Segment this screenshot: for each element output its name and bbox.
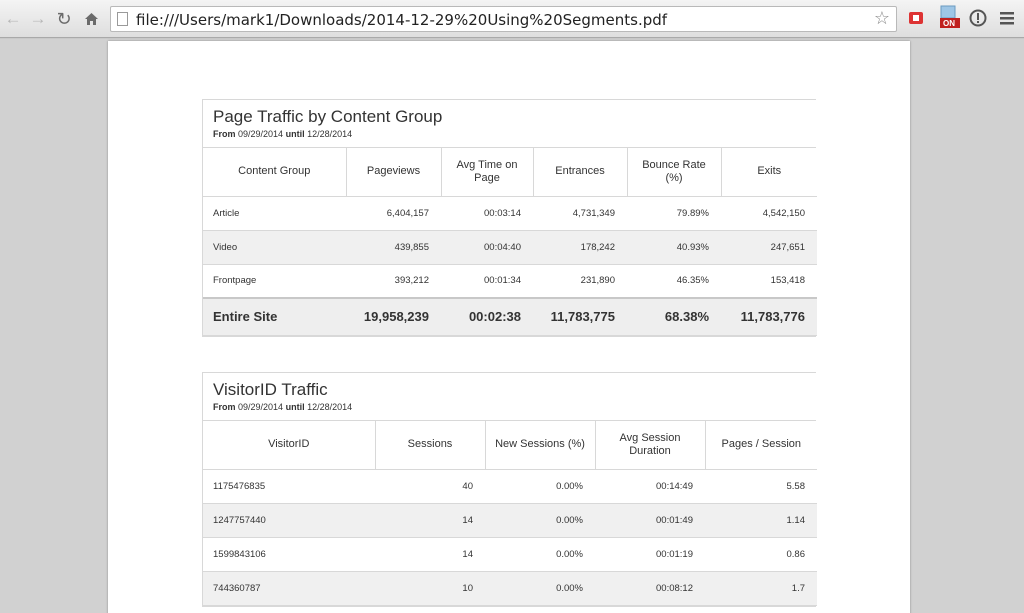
table-cell: 153,418	[721, 264, 817, 299]
total-cell: 11,783,776	[721, 297, 817, 336]
table-cell: 10	[375, 571, 485, 606]
table-cell: 00:14:49	[595, 469, 705, 504]
pdf-extension-icon[interactable]	[906, 8, 926, 28]
table-cell: 6,404,157	[346, 196, 441, 231]
table-cell: 1.7	[705, 571, 817, 606]
report-title: Page Traffic by Content Group	[213, 107, 443, 126]
column-header[interactable]: New Sessions (%)	[485, 421, 596, 470]
info-circle-icon[interactable]	[968, 8, 988, 28]
content-group-table: Content Group Pageviews Avg Time on Page…	[203, 148, 817, 336]
table-row: 744360787 10 0.00% 00:08:12 1.7	[203, 571, 817, 606]
table-cell: 46.35%	[627, 264, 721, 299]
column-header[interactable]: VisitorID	[203, 421, 376, 470]
table-cell: 79.89%	[627, 196, 721, 231]
table-cell: 247,651	[721, 230, 817, 265]
menu-icon[interactable]	[997, 8, 1017, 28]
table-cell: 0.00%	[485, 503, 595, 538]
table-cell: 00:01:34	[441, 264, 533, 299]
reload-icon[interactable]: ↻	[56, 8, 72, 29]
total-cell: 00:02:38	[441, 297, 533, 336]
forward-arrow-icon[interactable]: →	[29, 9, 47, 28]
column-header[interactable]: Exits	[721, 148, 817, 197]
table-cell: 4,731,349	[533, 196, 627, 231]
row-label: 1175476835	[203, 469, 375, 504]
table-row: Frontpage 393,212 00:01:34 231,890 46.35…	[203, 264, 817, 299]
report-date-range: From 09/29/2014 until 12/28/2014	[213, 402, 353, 412]
page-icon	[117, 12, 128, 26]
table-cell: 4,542,150	[721, 196, 817, 231]
url-text: file:///Users/mark1/Downloads/2014-12-29…	[136, 11, 668, 29]
table-cell: 40.93%	[627, 230, 721, 265]
column-header[interactable]: Avg Session Duration	[595, 421, 706, 470]
browser-toolbar: ← → ↻ file:///Users/mark1/Downloads/2014…	[0, 0, 1024, 38]
table-cell: 00:04:40	[441, 230, 533, 265]
home-icon[interactable]	[80, 8, 102, 30]
table-row: Video 439,855 00:04:40 178,242 40.93% 24…	[203, 230, 817, 265]
table-cell: 00:01:19	[595, 537, 705, 572]
report-header: VisitorID Traffic From 09/29/2014 until …	[203, 373, 816, 421]
total-cell: 11,783,775	[533, 297, 627, 336]
column-header[interactable]: Pageviews	[346, 148, 442, 197]
total-row: Entire Site 19,958,239 00:02:38 11,783,7…	[203, 297, 817, 336]
total-label: Entire Site	[203, 297, 346, 336]
column-header[interactable]: Pages / Session	[705, 421, 817, 470]
bookmark-star-icon[interactable]: ☆	[873, 8, 890, 28]
report-title: VisitorID Traffic	[213, 380, 328, 399]
table-header-row: Content Group Pageviews Avg Time on Page…	[203, 148, 817, 197]
table-cell: 231,890	[533, 264, 627, 299]
address-bar[interactable]: file:///Users/mark1/Downloads/2014-12-29…	[110, 6, 897, 32]
table-cell: 00:08:12	[595, 571, 705, 606]
column-header[interactable]: Avg Time on Page	[441, 148, 534, 197]
pdf-viewer[interactable]: Page Traffic by Content Group From 09/29…	[0, 39, 1024, 613]
table-cell: 1.14	[705, 503, 817, 538]
table-row: 1599843106 14 0.00% 00:01:19 0.86	[203, 537, 817, 572]
table-cell: 14	[375, 537, 485, 572]
extension-badge: ON	[943, 19, 955, 28]
table-header-row: VisitorID Sessions New Sessions (%) Avg …	[203, 421, 817, 470]
table-cell: 0.00%	[485, 537, 595, 572]
table-cell: 5.58	[705, 469, 817, 504]
table-cell: 14	[375, 503, 485, 538]
column-header[interactable]: Content Group	[203, 148, 347, 197]
report-header: Page Traffic by Content Group From 09/29…	[203, 100, 816, 148]
row-label: 1599843106	[203, 537, 375, 572]
row-label: Article	[203, 196, 346, 231]
table-cell: 0.00%	[485, 469, 595, 504]
visitor-id-table: VisitorID Sessions New Sessions (%) Avg …	[203, 421, 817, 606]
visitor-id-report: VisitorID Traffic From 09/29/2014 until …	[202, 372, 817, 607]
table-cell: 00:03:14	[441, 196, 533, 231]
column-header[interactable]: Entrances	[533, 148, 628, 197]
total-cell: 19,958,239	[346, 297, 441, 336]
row-label: 744360787	[203, 571, 375, 606]
content-group-report: Page Traffic by Content Group From 09/29…	[202, 99, 817, 337]
table-cell: 178,242	[533, 230, 627, 265]
back-arrow-icon[interactable]: ←	[4, 9, 22, 28]
table-cell: 40	[375, 469, 485, 504]
table-row: 1175476835 40 0.00% 00:14:49 5.58	[203, 469, 817, 504]
total-cell: 68.38%	[627, 297, 721, 336]
report-date-range: From 09/29/2014 until 12/28/2014	[213, 129, 353, 139]
column-header[interactable]: Sessions	[375, 421, 486, 470]
pdf-page: Page Traffic by Content Group From 09/29…	[108, 41, 910, 613]
row-label: Frontpage	[203, 264, 346, 299]
table-cell: 439,855	[346, 230, 441, 265]
row-label: Video	[203, 230, 346, 265]
table-cell: 00:01:49	[595, 503, 705, 538]
column-header[interactable]: Bounce Rate (%)	[627, 148, 722, 197]
table-row: 1247757440 14 0.00% 00:01:49 1.14	[203, 503, 817, 538]
row-label: 1247757440	[203, 503, 375, 538]
table-cell: 393,212	[346, 264, 441, 299]
table-cell: 0.86	[705, 537, 817, 572]
table-row: Article 6,404,157 00:03:14 4,731,349 79.…	[203, 196, 817, 231]
table-cell: 0.00%	[485, 571, 595, 606]
extension-toggle-icon[interactable]: ON	[937, 5, 963, 28]
